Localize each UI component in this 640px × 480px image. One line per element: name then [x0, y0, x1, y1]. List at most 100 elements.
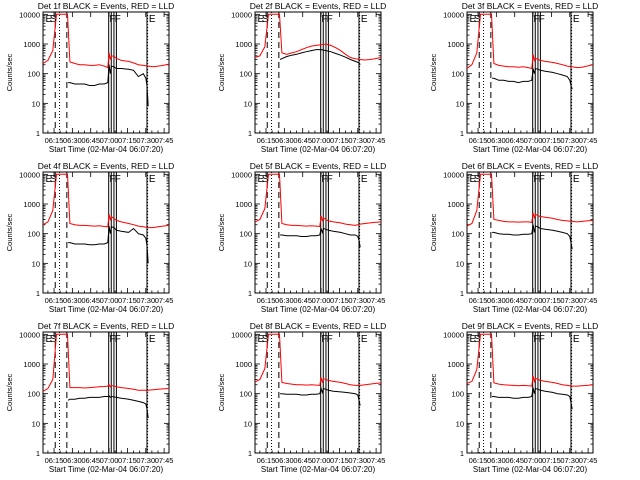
phase-letter: S — [50, 174, 57, 185]
panel-title: Det 6f BLACK = Events, RED = LLD — [462, 161, 599, 171]
phase-letter: F — [115, 14, 121, 25]
events-series-line — [68, 64, 149, 107]
x-tick-label: 07:45 — [155, 296, 174, 305]
y-axis-label: Counts/sec — [5, 53, 14, 91]
phase-letter: E — [573, 14, 580, 25]
y-tick-label: 1 — [36, 129, 40, 138]
y-tick-label: 10000 — [443, 10, 464, 19]
phase-letter: E — [469, 14, 476, 25]
phase-letter: S — [262, 334, 269, 345]
y-axis-label: Counts/sec — [5, 213, 14, 251]
phase-lines — [43, 12, 169, 133]
phase-letter: E — [573, 334, 580, 345]
lld-series-line — [255, 173, 381, 228]
x-tick-label: 07:15 — [118, 136, 137, 145]
y-tick-label: 1000 — [23, 200, 40, 209]
y-tick-label: 100 — [451, 70, 464, 79]
y-tick-label: 1 — [460, 289, 464, 298]
x-tick-label: 06:45 — [293, 456, 312, 465]
x-tick-label: 07:30 — [348, 456, 367, 465]
y-tick-label: 1000 — [235, 40, 252, 49]
phase-letter: E — [469, 334, 476, 345]
x-tick-label: 06:15 — [469, 456, 488, 465]
y-tick-label: 1 — [460, 449, 464, 458]
x-axis-label: Start Time (02-Mar-04 06:07:20) — [473, 465, 588, 474]
x-tick-label: 06:45 — [81, 136, 100, 145]
y-tick-label: 1 — [248, 449, 252, 458]
x-tick-label: 06:30 — [487, 296, 506, 305]
y-tick-label: 10 — [456, 419, 464, 428]
x-tick-label: 06:45 — [293, 136, 312, 145]
x-tick-label: 06:45 — [81, 296, 100, 305]
x-tick-label: 06:15 — [469, 136, 488, 145]
y-tick-label: 10000 — [231, 330, 252, 339]
x-tick-label: 07:30 — [136, 456, 155, 465]
y-tick-label: 10000 — [19, 330, 40, 339]
phase-letter: F — [115, 174, 121, 185]
events-series-line — [67, 395, 149, 419]
x-tick-label: 06:30 — [487, 456, 506, 465]
x-tick-label: 06:45 — [505, 136, 524, 145]
x-tick-label: 06:15 — [257, 456, 276, 465]
panel-2: Det 2f BLACK = Events, RED = LLD 1 10 100 10… — [217, 1, 386, 154]
panel-1: Det 1f BLACK = Events, RED = LLD 1 10 100 10… — [5, 1, 174, 154]
phase-letter: E — [45, 174, 52, 185]
y-tick-label: 100 — [239, 70, 252, 79]
panel-title: Det 4f BLACK = Events, RED = LLD — [38, 161, 175, 171]
panel-5: Det 5f BLACK = Events, RED = LLD 1 10 100 10… — [217, 161, 386, 314]
phase-letter: F — [533, 14, 539, 25]
phase-letter: E — [257, 334, 264, 345]
x-tick-label: 07:15 — [542, 296, 561, 305]
x-tick-label: 06:15 — [45, 136, 64, 145]
y-tick-label: 10000 — [19, 170, 40, 179]
plot-frame — [466, 331, 594, 454]
phase-letter: F — [327, 14, 333, 25]
y-tick-label: 10 — [456, 99, 464, 108]
x-tick-label: 06:15 — [257, 136, 276, 145]
panel-4: Det 4f BLACK = Events, RED = LLD 1 10 100 10… — [5, 161, 174, 314]
x-tick-label: 07:00 — [524, 136, 543, 145]
x-tick-label: 06:30 — [63, 296, 82, 305]
panel-9: Det 9f BLACK = Events, RED = LLD 1 10 100 10… — [429, 321, 598, 474]
x-tick-label: 07:15 — [118, 296, 137, 305]
y-tick-label: 10 — [456, 259, 464, 268]
panel-6: Det 6f BLACK = Events, RED = LLD 1 10 100 10… — [429, 161, 598, 314]
y-tick-label: 10000 — [443, 330, 464, 339]
y-tick-label: 100 — [451, 390, 464, 399]
y-tick-label: 1 — [36, 289, 40, 298]
phase-letter: S — [50, 14, 57, 25]
phase-letter: F — [109, 334, 115, 345]
phase-letter: S — [262, 174, 269, 185]
events-series-line — [280, 386, 361, 406]
x-tick-label: 06:30 — [63, 456, 82, 465]
x-tick-label: 06:45 — [505, 296, 524, 305]
y-tick-label: 1000 — [23, 40, 40, 49]
x-tick-label: 07:15 — [330, 456, 349, 465]
x-tick-label: 06:30 — [275, 456, 294, 465]
x-tick-label: 07:30 — [136, 136, 155, 145]
plot-frame — [42, 11, 170, 134]
phase-letter: F — [321, 14, 327, 25]
y-axis-label: Counts/sec — [217, 373, 226, 411]
phase-lines — [255, 12, 381, 133]
y-tick-label: 1 — [36, 449, 40, 458]
phase-letter: F — [109, 14, 115, 25]
lld-series-line — [43, 333, 169, 392]
panel-title: Det 8f BLACK = Events, RED = LLD — [250, 321, 387, 331]
lld-series-line — [255, 333, 381, 386]
x-tick-label: 07:30 — [560, 456, 579, 465]
y-tick-label: 10 — [32, 259, 40, 268]
x-tick-label: 07:45 — [579, 296, 598, 305]
events-series-line — [492, 224, 573, 250]
phase-letter: E — [361, 14, 368, 25]
y-tick-label: 1000 — [23, 360, 40, 369]
x-axis-label: Start Time (02-Mar-04 06:07:20) — [49, 465, 164, 474]
plot-frame — [42, 171, 170, 294]
y-tick-label: 100 — [451, 230, 464, 239]
phase-letter: S — [50, 334, 57, 345]
y-tick-label: 10 — [244, 99, 252, 108]
y-tick-label: 10000 — [19, 10, 40, 19]
y-tick-label: 1000 — [447, 40, 464, 49]
plot-frame — [254, 11, 382, 134]
x-axis-label: Start Time (02-Mar-04 06:07:20) — [473, 305, 588, 314]
